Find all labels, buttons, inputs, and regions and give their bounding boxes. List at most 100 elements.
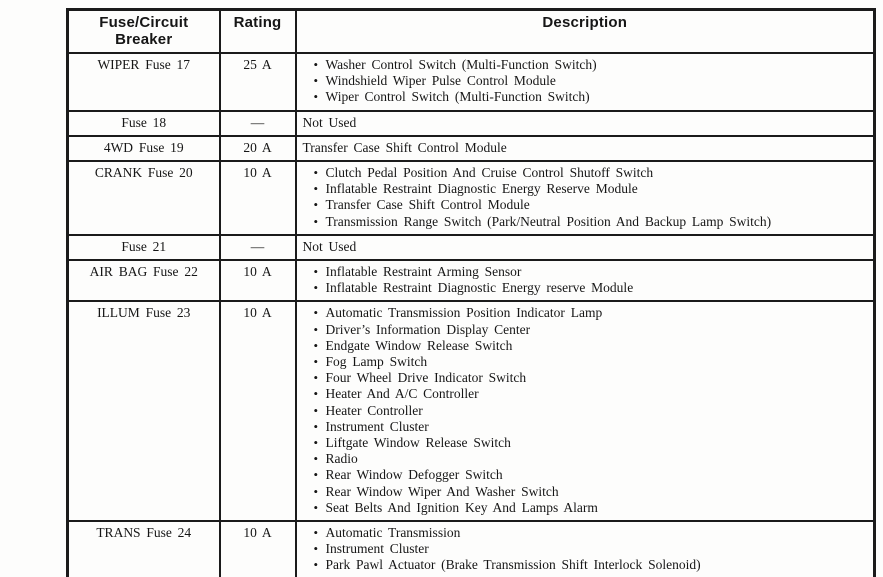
- description-item-text: Heater And A/C Controller: [325, 386, 479, 402]
- column-header-fuse-circuit-breaker: Fuse/Circuit Breaker: [66, 8, 221, 54]
- header-row: Fuse/Circuit Breaker Rating Description: [66, 8, 876, 54]
- description-item: • Transmission Range Switch (Park/Neutral…: [302, 214, 870, 230]
- fuse-rating-cell: 10 A: [218, 520, 297, 577]
- bullet-icon: •: [313, 197, 319, 213]
- description-item: • Inflatable Restraint Arming Sensor: [302, 264, 870, 280]
- bullet-icon: •: [313, 467, 319, 483]
- description-item: • Inflatable Restraint Diagnostic Energy …: [302, 280, 870, 296]
- description-item: • Windshield Wiper Pulse Control Module: [302, 73, 870, 89]
- bullet-icon: •: [313, 213, 319, 229]
- description-item-text: Liftgate Window Release Switch: [325, 435, 511, 451]
- description-item-text: Park Pawl Actuator (Brake Transmission S…: [325, 557, 701, 573]
- description-item-text: Windshield Wiper Pulse Control Module: [325, 73, 556, 89]
- fuse-rating-cell: 10 A: [218, 160, 297, 236]
- fuse-name-cell: WIPER Fuse 17: [66, 52, 221, 112]
- bullet-icon: •: [313, 305, 319, 321]
- description-item: • Clutch Pedal Position And Cruise Contro…: [302, 165, 870, 181]
- bullet-icon: •: [313, 89, 319, 105]
- fuse-description-cell: Transfer Case Shift Control Module: [294, 134, 876, 163]
- column-header-rating: Rating: [218, 8, 297, 54]
- fuse-rating-cell: —: [218, 109, 297, 137]
- description-item: • Transfer Case Shift Control Module: [302, 197, 870, 213]
- description-item: • Radio: [302, 451, 870, 467]
- description-item: • Instrument Cluster: [302, 419, 870, 435]
- fuse-name-cell: 4WD Fuse 19: [66, 134, 221, 163]
- fuse-description-cell: • Inflatable Restraint Arming Sensor • Infl…: [294, 259, 876, 303]
- description-item-text: Heater Controller: [325, 402, 423, 418]
- bullet-icon: •: [313, 280, 319, 296]
- description-item: • Automatic Transmission Position Indicat…: [302, 305, 870, 321]
- fuse-name-cell: AIR BAG Fuse 22: [66, 259, 221, 303]
- description-item-text: Driver’s Information Display Center: [325, 321, 531, 337]
- table-row: 4WD Fuse 19 20 A Transfer Case Shift Contr…: [66, 134, 876, 163]
- description-item: • Endgate Window Release Switch: [302, 338, 870, 354]
- description-item-text: Inflatable Restraint Arming Sensor: [325, 264, 522, 280]
- description-item: • Heater Controller: [302, 403, 870, 419]
- fuse-rating-cell: —: [218, 233, 297, 262]
- description-item: • Inflatable Restraint Diagnostic Energy …: [302, 181, 870, 197]
- fuse-rating-cell: 10 A: [218, 259, 297, 303]
- bullet-icon: •: [313, 525, 319, 541]
- fuse-table-body: WIPER Fuse 17 25 A • Washer Control Switch …: [66, 52, 876, 577]
- table-row: Fuse 18— Not Used: [66, 109, 876, 137]
- description-text: Not Used: [302, 238, 357, 254]
- description-text: Not Used: [302, 114, 357, 130]
- table-row: WIPER Fuse 17 25 A • Washer Control Switch …: [66, 52, 876, 112]
- description-item: • Driver’s Information Display Center: [302, 322, 870, 338]
- column-header-description: Description: [294, 8, 876, 54]
- table-row: ILLUM Fuse 23 10 A • Automatic Transmission…: [66, 300, 876, 523]
- fuse-name-cell: Fuse 18: [66, 109, 221, 137]
- description-item: • Seat Belts And Ignition Key And Lamps A…: [302, 500, 870, 516]
- bullet-icon: •: [313, 435, 319, 451]
- description-item: • Wiper Control Switch (Multi-Function Sw…: [302, 89, 870, 105]
- table-row: Fuse 21— Not Used: [66, 233, 876, 262]
- bullet-icon: •: [313, 370, 319, 386]
- bullet-icon: •: [313, 165, 319, 181]
- description-item-text: Clutch Pedal Position And Cruise Control…: [325, 165, 654, 181]
- description-item-text: Washer Control Switch (Multi-Function Sw…: [325, 57, 597, 72]
- description-item-text: Inflatable Restraint Diagnostic Energy R…: [325, 181, 638, 197]
- description-item-text: Instrument Cluster: [325, 418, 429, 434]
- fuse-description-cell: • Automatic Transmission • Instrument Clust…: [294, 520, 876, 577]
- bullet-icon: •: [313, 499, 319, 515]
- bullet-icon: •: [313, 541, 319, 557]
- fuse-description-cell: • Clutch Pedal Position And Cruise Contro…: [294, 160, 876, 236]
- description-item: • Fog Lamp Switch: [302, 354, 870, 370]
- description-item-text: Fog Lamp Switch: [325, 354, 428, 370]
- description-item-text: Four Wheel Drive Indicator Switch: [325, 370, 527, 386]
- bullet-icon: •: [313, 264, 319, 280]
- bullet-icon: •: [313, 402, 319, 418]
- description-item: • Four Wheel Drive Indicator Switch: [302, 370, 870, 386]
- description-item-text: Instrument Cluster: [325, 541, 429, 557]
- table-header: Fuse/Circuit Breaker Rating Description: [66, 8, 876, 54]
- fuse-name-cell: TRANS Fuse 24: [66, 520, 221, 577]
- bullet-icon: •: [313, 557, 319, 573]
- description-item: • Washer Control Switch (Multi-Function S…: [302, 57, 870, 73]
- description-item-text: Inflatable Restraint Diagnostic Energy r…: [325, 280, 634, 296]
- bullet-icon: •: [313, 418, 319, 434]
- bullet-icon: •: [313, 386, 319, 402]
- description-item-text: Seat Belts And Ignition Key And Lamps Al…: [325, 499, 598, 515]
- table-row: TRANS Fuse 24 10 A • Automatic Transmission…: [66, 520, 876, 577]
- bullet-icon: •: [313, 181, 319, 197]
- fuse-rating-cell: 20 A: [218, 134, 297, 163]
- description-item: • Automatic Transmission: [302, 525, 870, 541]
- fuse-name-cell: Fuse 21: [66, 233, 221, 262]
- description-item-text: Rear Window Wiper And Washer Switch: [325, 483, 559, 499]
- fuse-rating-cell: 25 A: [218, 52, 297, 112]
- description-item: • Park Pawl Actuator (Brake Transmission …: [302, 557, 870, 573]
- fuse-description-cell: • Automatic Transmission Position Indicat…: [294, 300, 876, 523]
- fuse-rating-cell: 10 A: [218, 300, 297, 523]
- description-item-text: Radio: [325, 451, 358, 467]
- description-item-text: Automatic Transmission Position Indicato…: [325, 305, 603, 321]
- fuse-description-cell: • Washer Control Switch (Multi-Function S…: [294, 52, 876, 112]
- description-item-text: Transfer Case Shift Control Module: [325, 197, 530, 213]
- bullet-icon: •: [313, 337, 319, 353]
- description-item-text: Wiper Control Switch (Multi-Function Swi…: [325, 89, 590, 105]
- description-item: • Heater And A/C Controller: [302, 386, 870, 402]
- description-item-text: Endgate Window Release Switch: [325, 337, 513, 353]
- table-row: CRANK Fuse 20 10 A • Clutch Pedal Position …: [66, 160, 876, 236]
- bullet-icon: •: [313, 354, 319, 370]
- description-item: • Rear Window Defogger Switch: [302, 467, 870, 483]
